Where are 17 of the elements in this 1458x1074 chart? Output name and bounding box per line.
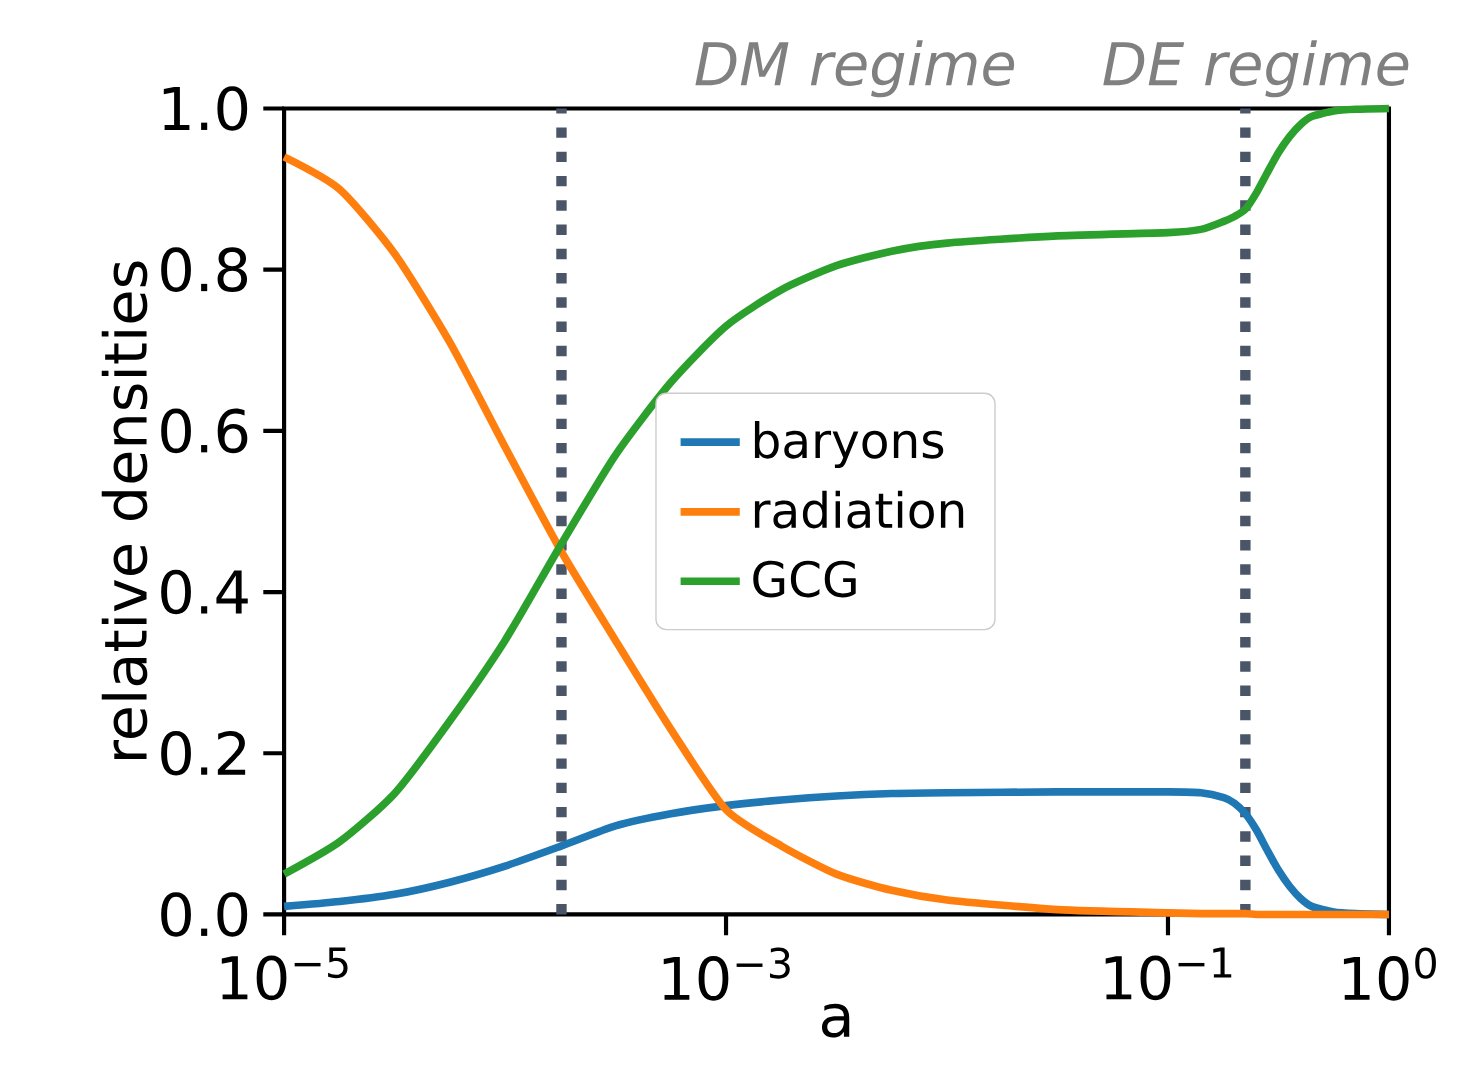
text: DM regime: [695, 40, 1015, 98]
legend-label: baryons: [754, 420, 944, 468]
x-axis-title: a: [822, 1003, 850, 1038]
y-tick-label: 0.2: [161, 730, 246, 776]
y-tick-label: 0.4: [161, 569, 248, 615]
y-axis-title: relative densities: [101, 261, 148, 759]
x-tick-label: 10$^{0}$: [1343, 947, 1436, 1001]
x-tick-label: 10$^{−1}$: [1105, 947, 1232, 1001]
legend-label: radiation: [754, 490, 964, 529]
legend-label: GCG: [753, 560, 856, 598]
y-tick-label: 0.0: [161, 892, 248, 937]
y-tick-label: 0.6: [161, 408, 248, 454]
y-tick-label: 1.0: [163, 86, 248, 131]
x-tick-label: 10$^{−5}$: [221, 947, 348, 1001]
x-tick-label: 10$^{−3}$: [663, 947, 790, 1001]
text: DE regime: [1103, 40, 1409, 98]
y-tick-label: 0.8: [161, 247, 248, 292]
